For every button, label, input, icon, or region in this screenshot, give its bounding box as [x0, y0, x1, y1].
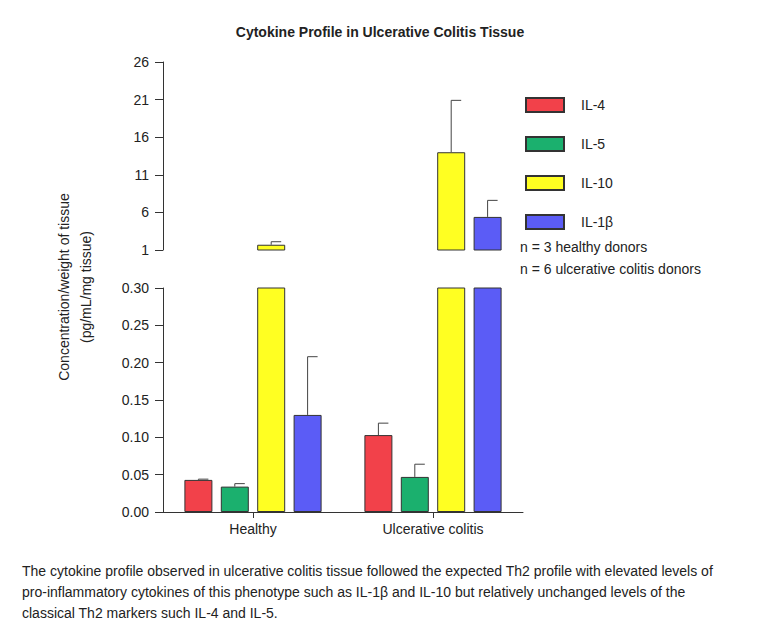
svg-text:1: 1 [141, 242, 149, 258]
svg-text:n = 3 healthy donors: n = 3 healthy donors [520, 239, 647, 255]
svg-text:0.10: 0.10 [122, 429, 149, 445]
svg-text:Concentration/weight of tissue: Concentration/weight of tissue [56, 193, 72, 381]
svg-text:0.05: 0.05 [122, 467, 149, 483]
svg-text:0.20: 0.20 [122, 355, 149, 371]
svg-text:0.30: 0.30 [122, 280, 149, 296]
svg-text:IL-5: IL-5 [581, 136, 605, 152]
svg-text:0.00: 0.00 [122, 504, 149, 520]
svg-text:0.15: 0.15 [122, 392, 149, 408]
svg-text:(pg/mL/mg tissue): (pg/mL/mg tissue) [78, 231, 94, 343]
svg-text:26: 26 [133, 54, 149, 70]
svg-text:The cytokine profile observed: The cytokine profile observed in ulcerat… [22, 563, 717, 579]
svg-text:pro-inflammatory cytokines of: pro-inflammatory cytokines of this pheno… [22, 584, 689, 600]
svg-text:IL-1β: IL-1β [581, 214, 613, 230]
svg-text:IL-4: IL-4 [581, 97, 605, 113]
svg-text:IL-10: IL-10 [581, 175, 613, 191]
svg-text:n = 6 ulcerative colitis donor: n = 6 ulcerative colitis donors [520, 261, 701, 277]
svg-text:6: 6 [141, 204, 149, 220]
svg-text:Cytokine Profile in Ulcerative: Cytokine Profile in Ulcerative Colitis T… [236, 24, 525, 40]
svg-text:16: 16 [133, 129, 149, 145]
svg-text:0.25: 0.25 [122, 317, 149, 333]
svg-text:Ulcerative colitis: Ulcerative colitis [382, 521, 483, 537]
svg-text:classical Th2 markers such IL-: classical Th2 markers such IL-4 and IL-5… [22, 605, 278, 621]
svg-text:Healthy: Healthy [229, 521, 276, 537]
svg-text:21: 21 [133, 92, 149, 108]
svg-text:11: 11 [134, 167, 149, 183]
